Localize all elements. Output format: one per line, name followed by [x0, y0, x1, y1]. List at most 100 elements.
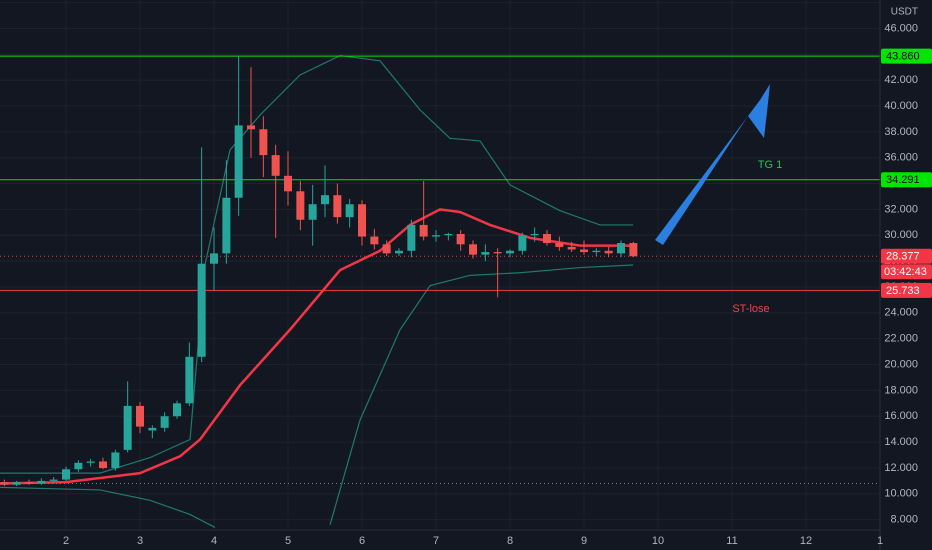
price-label: 34.291 — [886, 174, 920, 186]
candle-body — [629, 243, 638, 257]
candle-body — [345, 204, 354, 218]
x-tick-label: 2 — [63, 535, 69, 547]
x-tick-label: 6 — [359, 535, 365, 547]
y-tick-label: 20.000 — [884, 358, 918, 370]
price-label-box — [881, 48, 932, 64]
y-tick-label: 22.000 — [884, 333, 918, 345]
candle-body — [25, 482, 34, 484]
candle-body — [358, 204, 367, 237]
candle-body — [617, 243, 626, 254]
x-tick-label: 12 — [800, 535, 812, 547]
y-tick-label: 24.000 — [884, 307, 918, 319]
candle-body — [321, 195, 330, 205]
candle-body — [308, 204, 317, 220]
y-tick-label: 42.000 — [884, 74, 918, 86]
candle-body — [173, 403, 182, 417]
candle-body — [247, 125, 256, 130]
x-tick-label: 3 — [137, 535, 143, 547]
annotation: TG 1 — [758, 159, 782, 171]
candle-body — [444, 233, 453, 236]
axis: 8.000 10.000 12.000 14.000 16.000 18.000 20.00… — [63, 22, 932, 547]
price-label: 28.377 — [886, 251, 920, 263]
y-tick-label: 8.000 — [890, 514, 918, 526]
grid — [0, 0, 881, 530]
x-tick-label: 5 — [285, 535, 291, 547]
candle-body — [456, 233, 465, 245]
y-tick-label: 18.000 — [884, 384, 918, 396]
x-tick-label: 7 — [433, 535, 439, 547]
arrow — [655, 84, 770, 245]
candle-body — [284, 175, 293, 192]
candle-body — [493, 252, 502, 254]
candle-body — [530, 233, 539, 236]
x-tick-label: 4 — [211, 535, 217, 547]
y-tick-label: 36.000 — [884, 152, 918, 164]
candle-body — [123, 405, 132, 450]
candle-body — [148, 427, 157, 431]
candle-body — [210, 253, 219, 264]
candle-body — [370, 236, 379, 245]
candle-body — [259, 129, 268, 156]
candle-body — [234, 125, 243, 198]
candle-body — [395, 250, 404, 254]
candle-body — [469, 244, 478, 255]
y-tick-label: 38.000 — [884, 126, 918, 138]
x-tick-label: 11 — [726, 535, 737, 547]
x-tick-label: 1 — [877, 535, 883, 547]
candle-body — [271, 155, 280, 176]
candle-body — [555, 243, 564, 247]
candle-body — [136, 405, 145, 427]
indicator-line — [0, 486, 216, 528]
candle-body — [481, 252, 490, 255]
candle-body — [37, 480, 46, 484]
candle-body — [604, 250, 613, 254]
candle-body — [419, 224, 428, 237]
indicator-line — [0, 208, 633, 485]
candle-body — [197, 263, 206, 357]
candle-body — [432, 235, 441, 237]
candle-body — [160, 416, 169, 428]
x-tick-label: 10 — [652, 535, 664, 547]
y-tick-label: 32.000 — [884, 203, 918, 215]
candle-body — [62, 469, 71, 480]
candle-body — [567, 246, 576, 250]
plot-area: TG 1 ST-lose — [0, 54, 880, 528]
y-tick-label: 40.000 — [884, 100, 918, 112]
candle-body — [518, 235, 527, 251]
y-tick-label: 12.000 — [884, 462, 918, 474]
candle-body — [580, 249, 589, 253]
price-label: 25.733 — [886, 285, 920, 297]
candle-body — [86, 461, 95, 463]
candle-body — [12, 482, 21, 485]
candle-body — [49, 479, 58, 481]
candle-body — [0, 482, 9, 485]
candle-body — [333, 195, 342, 218]
candle-body — [111, 452, 120, 468]
x-tick-label: 8 — [507, 535, 513, 547]
candle-body — [382, 244, 391, 254]
price-label: 43.860 — [886, 51, 920, 63]
indicator-line — [0, 54, 633, 474]
unit-label: USDT — [891, 7, 918, 18]
y-tick-label: 46.000 — [884, 22, 918, 34]
candle-body — [506, 250, 515, 254]
countdown: 03:42:43 — [884, 266, 927, 278]
indicator-line — [329, 264, 634, 525]
candle-body — [543, 233, 552, 244]
y-tick-label: 14.000 — [884, 436, 918, 448]
candle-body — [592, 250, 601, 253]
price-label-box — [881, 248, 932, 264]
candle-body — [74, 462, 83, 470]
price-label-box — [881, 172, 932, 188]
annotation: ST-lose — [732, 303, 769, 315]
y-tick-label: 10.000 — [884, 488, 918, 500]
x-tick-label: 9 — [581, 535, 587, 547]
candle-body — [99, 461, 108, 468]
countdown-box — [881, 264, 932, 280]
candle-body — [296, 191, 305, 220]
price-label-box — [881, 282, 932, 298]
y-tick-label: 16.000 — [884, 410, 918, 422]
